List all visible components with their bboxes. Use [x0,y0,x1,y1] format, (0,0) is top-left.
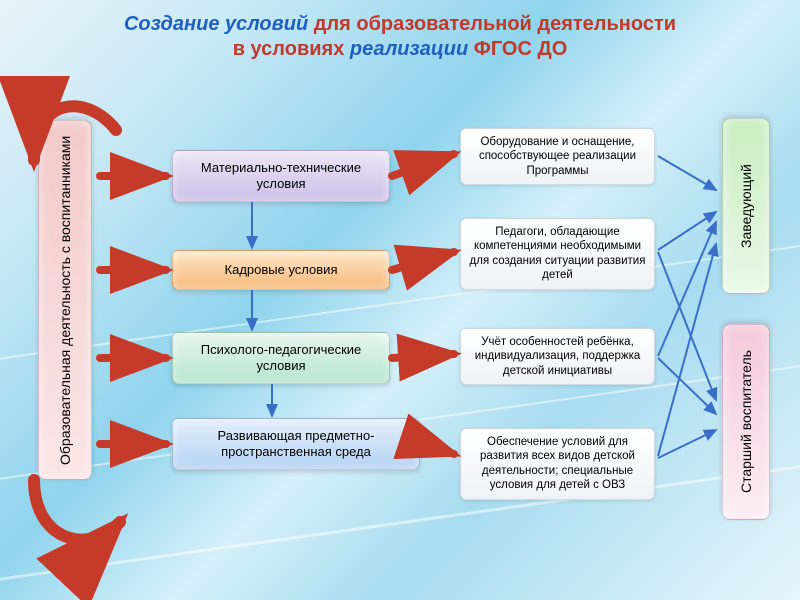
description-box-2: Учёт особенностей ребёнка, индивидуализа… [460,328,655,385]
left-activity-box: Образовательная деятельность с воспитанн… [38,120,92,480]
title-line2: в условиях реализации ФГОС ДО [233,38,568,60]
condition-box-1: Кадровые условия [172,250,390,290]
condition-box-2: Психолого-педагогические условия [172,332,390,384]
description-box-0: Оборудование и оснащение, способствующее… [460,128,655,185]
condition-box-3: Развивающая предметно-пространственная с… [172,418,420,470]
description-box-3: Обеспечение условий для развития всех ви… [460,428,655,500]
page-title: Создание условий для образовательной дея… [0,0,800,70]
title-line1: Создание условий для образовательной дея… [124,13,676,35]
right-role-box-0: Заведующий [722,118,770,294]
description-box-1: Педагоги, обладающие компетенциями необх… [460,218,655,290]
condition-box-0: Материально-технические условия [172,150,390,202]
left-activity-label: Образовательная деятельность с воспитанн… [57,135,73,464]
right-role-box-1: Старший воспитатель [722,324,770,520]
arrows-overlay [0,0,800,600]
